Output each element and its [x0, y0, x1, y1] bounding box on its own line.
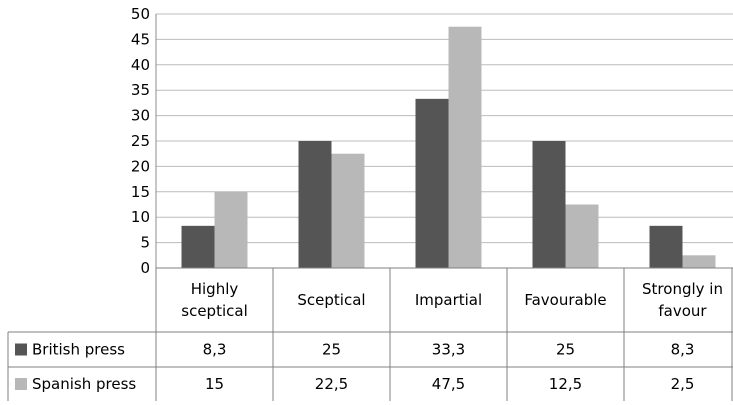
data-label: 25 [322, 341, 341, 359]
bar-british [649, 225, 683, 268]
x-tick-label: Favourable [524, 291, 606, 309]
data-label: 22,5 [315, 375, 348, 393]
bar-spanish [214, 191, 248, 268]
legend-swatch [15, 378, 27, 390]
y-tick-label: 5 [140, 234, 150, 252]
data-label: 15 [205, 375, 224, 393]
x-tick-label: Impartial [415, 291, 482, 309]
y-tick-label: 35 [131, 81, 150, 99]
y-tick-label: 45 [131, 30, 150, 48]
bar-british [181, 225, 215, 268]
bar-spanish [682, 255, 716, 268]
y-tick-label: 0 [140, 259, 150, 277]
x-tick-label: Highly [191, 280, 239, 298]
data-label: 12,5 [549, 375, 582, 393]
y-tick-label: 40 [131, 56, 150, 74]
x-tick-label: Strongly in [642, 280, 723, 298]
bar-british [298, 141, 332, 268]
bar-spanish [331, 153, 365, 268]
series-name: Spanish press [32, 375, 136, 393]
data-label: 33,3 [432, 341, 465, 359]
y-tick-label: 10 [131, 208, 150, 226]
bar-british [532, 141, 566, 268]
x-tick-label: sceptical [181, 302, 247, 320]
x-tick-label: Sceptical [297, 291, 365, 309]
y-tick-label: 15 [131, 183, 150, 201]
y-tick-label: 25 [131, 132, 150, 150]
y-tick-label: 20 [131, 157, 150, 175]
data-label: 2,5 [671, 375, 695, 393]
bar-british [415, 98, 449, 268]
bar-spanish [448, 26, 482, 269]
data-label: 25 [556, 341, 575, 359]
y-tick-label: 30 [131, 107, 150, 125]
data-label: 8,3 [203, 341, 227, 359]
bar-spanish [565, 204, 599, 268]
legend-swatch [15, 343, 27, 356]
data-label: 8,3 [671, 341, 695, 359]
series-name: British press [32, 341, 125, 359]
data-label: 47,5 [432, 375, 465, 393]
x-tick-label: favour [658, 302, 707, 320]
y-tick-label: 50 [131, 5, 150, 23]
